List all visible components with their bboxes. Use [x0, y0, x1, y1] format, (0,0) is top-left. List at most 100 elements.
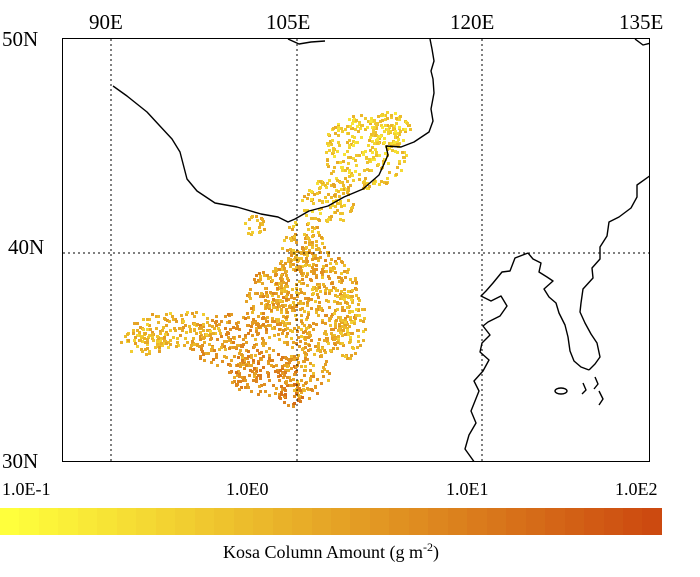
- dust-dot: [297, 383, 300, 386]
- dust-dot: [265, 350, 268, 353]
- dust-dot: [246, 357, 249, 360]
- dust-dot: [394, 150, 397, 153]
- dust-dot: [146, 338, 149, 341]
- dust-dot: [225, 356, 228, 359]
- dust-dot: [304, 330, 307, 333]
- dust-dot: [312, 364, 315, 367]
- dust-dot: [290, 239, 293, 242]
- dust-dot: [253, 367, 256, 370]
- dust-dot: [209, 338, 212, 341]
- dust-dot: [252, 361, 255, 364]
- dust-dot: [295, 291, 298, 294]
- dust-dot: [342, 344, 345, 347]
- dust-dot: [328, 319, 331, 322]
- dust-dot: [344, 128, 347, 131]
- dust-dot: [354, 141, 357, 144]
- dust-dot: [340, 127, 343, 130]
- dust-dot: [275, 364, 278, 367]
- dust-dot: [390, 114, 393, 117]
- dust-dot: [159, 339, 162, 342]
- dust-dot: [182, 326, 185, 329]
- dust-dot: [357, 329, 360, 332]
- dust-dot: [334, 343, 337, 346]
- dust-dot: [325, 360, 328, 363]
- dust-dot: [261, 218, 264, 221]
- dust-dot: [308, 249, 311, 252]
- dust-dot: [258, 226, 261, 229]
- dust-dot: [332, 147, 335, 150]
- dust-dot: [310, 270, 313, 273]
- dust-dot: [350, 354, 353, 357]
- dust-dot: [284, 290, 287, 293]
- dust-dot: [260, 302, 263, 305]
- dust-dot: [220, 346, 223, 349]
- dust-dot: [332, 183, 335, 186]
- dust-dot: [378, 137, 381, 140]
- dust-dot: [327, 144, 330, 147]
- dust-dot: [301, 265, 304, 268]
- dust-dot: [136, 322, 139, 325]
- dust-dot: [337, 335, 340, 338]
- dust-dot: [297, 394, 300, 397]
- dust-dot: [255, 274, 258, 277]
- dust-dot: [259, 377, 262, 380]
- dust-dot: [285, 274, 288, 277]
- dust-dot: [291, 288, 294, 291]
- dust-dot: [262, 339, 265, 342]
- dust-dot: [169, 339, 172, 342]
- dust-dot: [340, 188, 343, 191]
- dust-dot: [154, 346, 157, 349]
- dust-dot: [306, 304, 309, 307]
- dust-dot: [350, 298, 353, 301]
- dust-dot: [342, 219, 345, 222]
- dust-dot: [140, 348, 143, 351]
- dust-dot: [348, 146, 351, 149]
- dust-dot: [265, 328, 268, 331]
- dust-dot: [341, 342, 344, 345]
- dust-dot: [326, 370, 329, 373]
- dust-dot: [348, 305, 351, 308]
- dust-dot: [287, 298, 290, 301]
- dust-dot: [304, 382, 307, 385]
- dust-dot: [238, 335, 241, 338]
- dust-dot: [312, 263, 315, 266]
- dust-dot: [354, 277, 357, 280]
- dust-dot: [245, 349, 248, 352]
- dust-dot: [307, 297, 310, 300]
- dust-dot: [246, 294, 249, 297]
- dust-dot: [273, 320, 276, 323]
- dust-dot: [323, 246, 326, 249]
- dust-dot: [341, 354, 344, 357]
- dust-dot: [324, 363, 327, 366]
- dust-dot: [272, 306, 275, 309]
- dust-dot: [333, 166, 336, 169]
- dust-dot: [350, 321, 353, 324]
- dust-dot: [311, 288, 314, 291]
- dust-dot: [293, 327, 296, 330]
- dust-dot: [298, 345, 301, 348]
- dust-dot: [329, 206, 332, 209]
- dust-dot: [283, 387, 286, 390]
- dust-dot: [272, 384, 275, 387]
- dust-dot: [268, 357, 271, 360]
- dust-dot: [206, 329, 209, 332]
- dust-dot: [203, 359, 206, 362]
- dust-dot: [285, 298, 288, 301]
- dust-dot: [312, 202, 315, 205]
- dust-dot: [311, 241, 314, 244]
- dust-dot: [339, 302, 342, 305]
- dust-dot: [339, 200, 342, 203]
- dust-dot: [293, 373, 296, 376]
- dust-dot: [192, 337, 195, 340]
- dust-dot: [286, 341, 289, 344]
- dust-dot: [316, 378, 319, 381]
- dust-dot: [250, 216, 253, 219]
- dust-dot: [328, 372, 331, 375]
- dust-dot: [395, 117, 398, 120]
- dust-dot: [357, 340, 360, 343]
- dust-dot: [366, 182, 369, 185]
- dust-dot: [291, 358, 294, 361]
- dust-dot: [364, 117, 367, 120]
- dust-dot: [208, 343, 211, 346]
- dust-dot: [306, 316, 309, 319]
